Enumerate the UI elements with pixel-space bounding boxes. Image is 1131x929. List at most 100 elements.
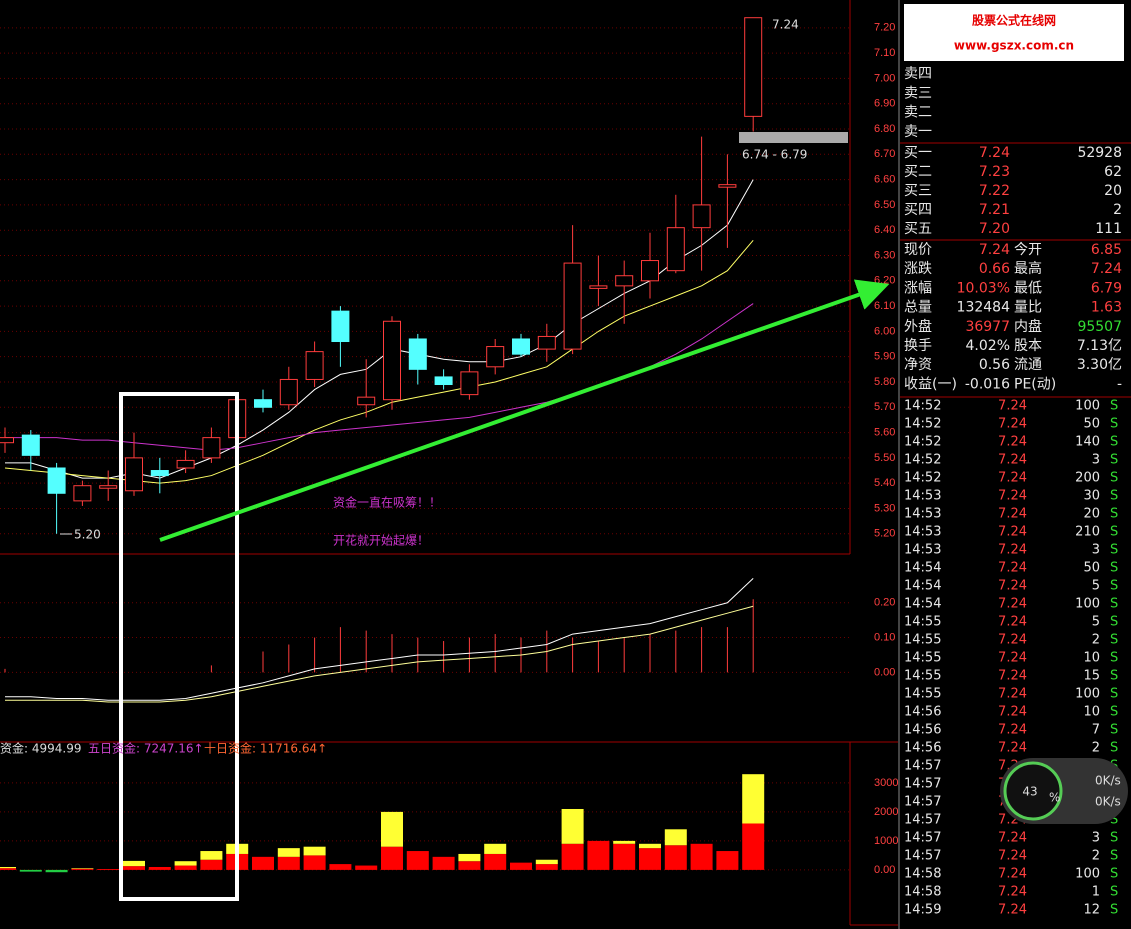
trade-side: S [1110,453,1118,468]
trade-time: 14:54 [904,561,941,576]
trade-side: S [1110,687,1118,702]
trade-side: S [1110,579,1118,594]
trade-volume: 2 [1092,633,1100,648]
bar-segment [432,856,455,870]
trade-time: 14:57 [904,795,941,810]
y-tick-label: 1000 [874,835,898,847]
candle-body [666,227,685,272]
bar-segment [329,864,352,870]
trade-volume: 10 [1083,651,1100,666]
trade-side: S [1110,723,1118,738]
bar-segment [510,862,532,870]
bar-segment [303,846,326,856]
trade-time: 14:55 [904,669,941,684]
trade-time: 14:56 [904,705,941,720]
quote-value: 6.79 [1091,280,1122,296]
widget-ring [1003,761,1063,821]
trade-side: S [1110,561,1118,576]
widget-percent: 43 [1022,785,1037,799]
note: 资金一直在吸筹！！ [333,495,441,510]
trade-time: 14:54 [904,579,941,594]
y-tick-label: 5.70 [874,401,895,413]
y-tick-label: 6.40 [874,224,895,236]
y-tick-label: 5.40 [874,477,895,489]
candle-body [150,470,169,477]
trade-volume: 50 [1083,417,1100,432]
trade-volume: 2 [1092,849,1100,864]
bar-segment [200,859,223,870]
trade-time: 14:53 [904,525,941,540]
bar-segment [742,823,765,870]
trade-time: 14:52 [904,399,941,414]
trade-side: S [1110,525,1118,540]
bid-label: 买四 [904,202,932,218]
y-tick-label: 6.50 [874,199,895,211]
bar-segment [690,843,713,870]
y-tick-label: 5.30 [874,502,895,514]
quote-label: 流通 [1014,357,1042,373]
trade-time: 14:55 [904,651,941,666]
trade-price: 7.24 [998,831,1027,846]
trade-time: 14:58 [904,867,941,882]
trade-price: 7.24 [998,723,1027,738]
indicator-line [5,578,754,701]
trade-volume: 3 [1092,543,1100,558]
y-tick-label: 3000 [874,777,898,789]
quote-label: 涨跌 [904,261,932,277]
quote-label: 现价 [904,242,932,258]
candle-body [486,346,505,368]
quote-label: 收益(一) [904,376,957,392]
bar-segment [71,868,94,870]
bar-segment [406,851,429,870]
trade-time: 14:53 [904,543,941,558]
bid-label: 买一 [904,145,932,161]
trade-price: 7.24 [998,687,1027,702]
trade-side: S [1110,471,1118,486]
bar-segment [458,861,481,870]
y-tick-label: 0.20 [874,597,895,609]
trade-time: 14:55 [904,687,941,702]
quote-label: 量比 [1014,300,1042,316]
y-tick-label: 7.20 [874,22,895,34]
candle-body [641,260,659,282]
bar-segment [148,866,171,870]
trade-volume: 140 [1075,435,1100,450]
trade-volume: 30 [1083,489,1100,504]
quote-label: 涨幅 [904,280,932,296]
y-tick-label: 6.70 [874,148,895,160]
trade-price: 7.24 [998,579,1027,594]
bid-label: 买二 [904,164,932,180]
y-tick-label: 5.90 [874,351,895,363]
bar-segment [613,843,636,870]
trade-time: 14:55 [904,633,941,648]
candle-body [357,396,376,406]
low-label: 5.20 [74,528,101,542]
trade-time: 14:57 [904,777,941,792]
bar-segment [587,840,610,870]
candle-body [125,457,143,492]
range-bar [739,132,848,143]
trade-side: S [1110,831,1118,846]
bar-segment [355,865,378,870]
trade-time: 14:57 [904,813,941,828]
trade-side: S [1110,903,1118,918]
note: 开花就开始起爆！ [333,533,429,548]
trade-volume: 210 [1075,525,1100,540]
trade-time: 14:56 [904,741,941,756]
bar-segment [484,843,507,854]
trade-side: S [1110,435,1118,450]
bar-segment [716,851,739,870]
trade-time: 14:55 [904,615,941,630]
trade-time: 14:57 [904,759,941,774]
high-label: 7.24 [772,18,799,32]
quote-label: 外盘 [904,318,932,335]
trade-side: S [1110,849,1118,864]
bar-segment [174,861,197,866]
trade-price: 7.24 [998,417,1027,432]
quote-value: 10.03% [957,280,1010,296]
trend-arrow [159,279,890,542]
trade-price: 7.24 [998,507,1027,522]
candle-body [615,275,634,287]
bar-segment [613,840,636,844]
